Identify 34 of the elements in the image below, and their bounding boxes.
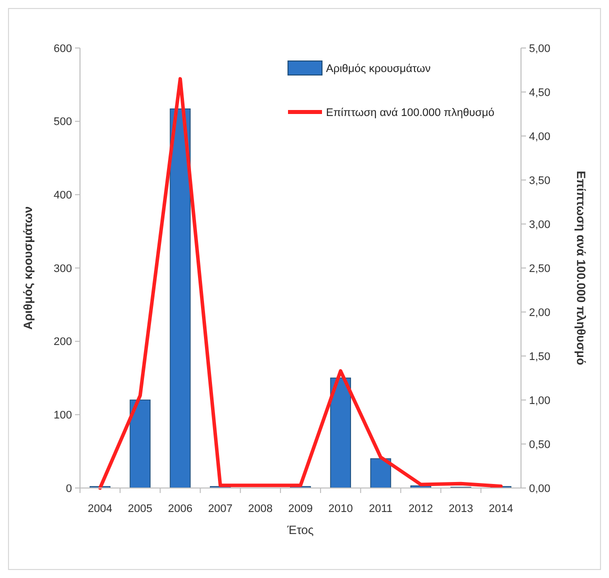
- x-tick-label: 2013: [448, 503, 474, 515]
- y2-tick-label: 0,50: [529, 438, 550, 451]
- y2-tick-label: 4,50: [529, 86, 550, 99]
- y-axis-title: Αριθμός κρουσμάτων: [21, 206, 35, 330]
- x-tick-label: 2004: [88, 503, 112, 515]
- y2-tick-label: 1,50: [529, 350, 550, 363]
- x-axis-title: Έτος: [286, 523, 314, 537]
- y2-tick-label: 2,50: [529, 262, 550, 275]
- x-tick-label: 2012: [408, 503, 434, 515]
- x-tick-label: 2008: [248, 503, 273, 515]
- y-tick-label: 200: [54, 336, 72, 348]
- y-tick-label: 0: [66, 482, 72, 495]
- x-tick-label: 2011: [368, 503, 393, 515]
- legend-label: Αριθμός κρουσμάτων: [326, 62, 432, 75]
- y2-tick-label: 2,00: [529, 306, 550, 319]
- x-tick-label: 2010: [328, 503, 353, 515]
- y-tick-label: 500: [54, 116, 72, 128]
- x-tick-label: 2007: [208, 503, 233, 515]
- x-tick-label: 2005: [128, 503, 152, 515]
- y2-tick-label: 3,50: [529, 174, 550, 187]
- x-tick-label: 2009: [288, 503, 313, 515]
- x-tick-label: 2014: [488, 503, 514, 515]
- y-tick-label: 600: [54, 42, 72, 55]
- y2-tick-label: 3,00: [529, 218, 550, 231]
- legend-label: Επίπτωση ανά 100.000 πληθυσμό: [326, 106, 494, 119]
- y-tick-label: 300: [54, 262, 72, 275]
- x-tick-label: 2006: [168, 503, 192, 515]
- y2-tick-label: 0,00: [529, 482, 550, 495]
- y2-axis-title: Επίπτωση ανά 100.000 πληθυσμό: [574, 170, 588, 366]
- y-tick-label: 100: [54, 410, 72, 422]
- y2-tick-label: 4,00: [529, 130, 550, 143]
- y2-tick-label: 1,00: [529, 394, 550, 407]
- y2-tick-label: 5,00: [529, 42, 550, 55]
- y-tick-label: 400: [54, 190, 72, 202]
